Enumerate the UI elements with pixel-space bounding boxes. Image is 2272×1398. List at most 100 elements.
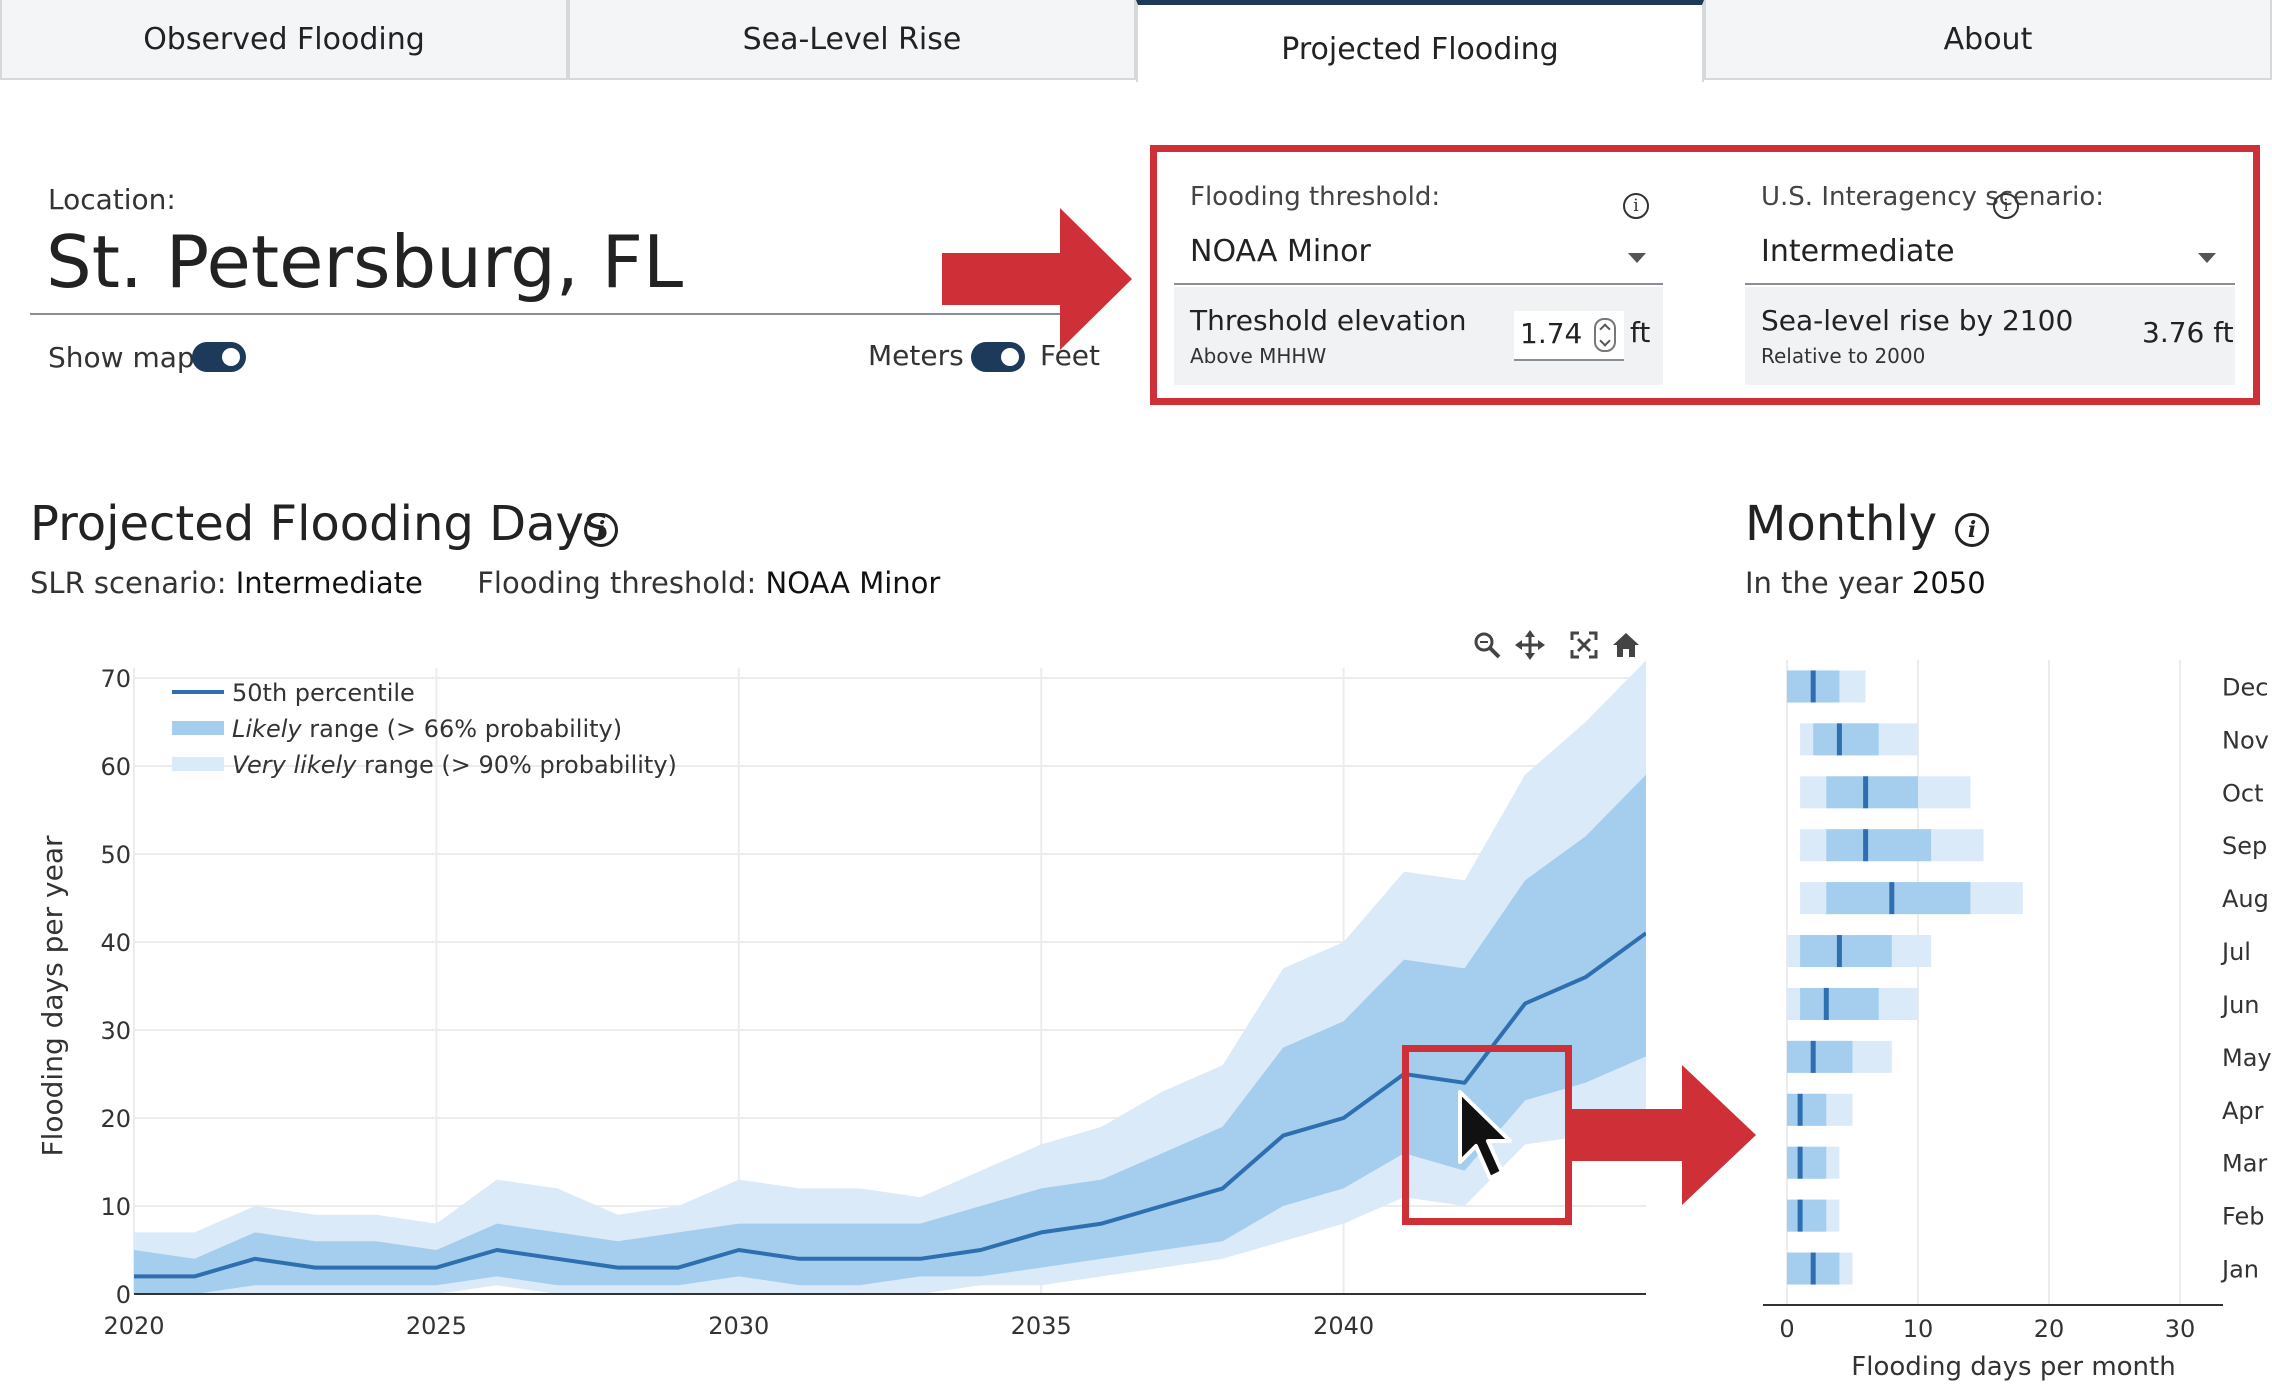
month-label: Jan	[2220, 1256, 2259, 1284]
threshold-info-icon[interactable]: i	[1623, 193, 1649, 219]
y-tick-label: 10	[100, 1193, 131, 1221]
slr-scenario-label: SLR scenario:	[30, 566, 227, 600]
x-tick-label: 2030	[708, 1312, 769, 1340]
threshold-elevation-subtitle: Above MHHW	[1190, 344, 1327, 368]
likely-bar	[1826, 829, 1932, 862]
x-tick-label: 30	[2165, 1315, 2196, 1343]
elevation-stepper-icon[interactable]	[1594, 318, 1616, 352]
hover-highlight-box	[1402, 1045, 1572, 1225]
location-input[interactable]: St. Petersburg, FL	[46, 220, 684, 304]
projected-info-icon[interactable]: i	[584, 513, 618, 547]
x-tick-label: 2025	[406, 1312, 467, 1340]
median-line	[134, 931, 1646, 1279]
x-tick-label: 2040	[1313, 1312, 1374, 1340]
tab-observed-flooding[interactable]: Observed Flooding	[0, 0, 568, 80]
x-tick-label: 2020	[103, 1312, 164, 1340]
scenario-select-underline	[1745, 283, 2235, 285]
scenario-select[interactable]: Intermediate	[1761, 234, 1955, 269]
likely-bar	[1787, 1199, 1827, 1232]
meters-label: Meters	[868, 339, 964, 372]
home-icon[interactable]	[1611, 630, 1641, 660]
pan-icon[interactable]	[1515, 630, 1545, 660]
y-tick-label: 60	[100, 753, 131, 781]
threshold-select-underline	[1174, 283, 1663, 285]
legend-label: Likely range (> 66% probability)	[232, 715, 622, 743]
projected-title: Projected Flooding Days	[30, 496, 609, 552]
y-tick-label: 20	[100, 1105, 131, 1133]
x-tick-label: 20	[2034, 1315, 2065, 1343]
likely-bar	[1813, 723, 1879, 756]
slr-title: Sea-level rise by 2100	[1761, 304, 2074, 337]
month-label: Dec	[2222, 673, 2268, 701]
autoscale-icon[interactable]	[1569, 630, 1599, 660]
y-tick-label: 30	[100, 1017, 131, 1045]
likely-bar	[1800, 987, 1879, 1020]
units-toggle[interactable]	[971, 342, 1025, 372]
monthly-title: Monthly	[1745, 496, 1938, 552]
tab-projected-flooding[interactable]: Projected Flooding	[1136, 0, 1704, 82]
legend-swatch	[172, 757, 224, 771]
monthly-subtitle: In the year 2050	[1745, 566, 1986, 600]
x-axis-label: Flooding days per month	[1851, 1352, 2175, 1382]
elevation-unit: ft	[1630, 316, 1651, 349]
threshold-chevron-down-icon[interactable]	[1628, 253, 1646, 263]
legend-label: 50th percentile	[232, 679, 415, 707]
monthly-flooding-chart[interactable]: 0 10 20 30 Jan Feb Mar Apr May Jun Jul Aug Sep Oct Nov…	[1740, 640, 2272, 1390]
threshold-label: Flooding threshold:	[1190, 182, 1441, 212]
flooding-threshold-value: NOAA Minor	[765, 566, 941, 600]
annotation-arrow-right	[942, 208, 1132, 350]
scenario-info-icon[interactable]: i	[1993, 193, 2019, 219]
slr-subtitle: Relative to 2000	[1761, 344, 1926, 368]
zoom-icon[interactable]	[1472, 630, 1502, 660]
show-map-toggle[interactable]	[192, 342, 246, 372]
x-tick-label: 2035	[1011, 1312, 1072, 1340]
likely-bar	[1826, 776, 1918, 809]
month-label: Mar	[2222, 1150, 2267, 1178]
projected-subtitle: SLR scenario: Intermediate Flooding thre…	[30, 566, 940, 600]
slr-scenario-value: Intermediate	[235, 566, 423, 600]
month-label: May	[2222, 1044, 2272, 1072]
slr-panel	[1745, 287, 2235, 385]
x-tick-label: 10	[1903, 1315, 1934, 1343]
y-axis-label: Flooding days per year	[36, 835, 69, 1156]
monthly-info-icon[interactable]: i	[1955, 513, 1989, 547]
settings-highlight-box	[1150, 145, 2260, 405]
feet-label: Feet	[1040, 339, 1101, 372]
location-label: Location:	[48, 183, 176, 216]
show-map-label: Show map	[48, 341, 195, 374]
likely-bar	[1826, 882, 1971, 915]
month-label: Feb	[2222, 1203, 2265, 1231]
threshold-select[interactable]: NOAA Minor	[1190, 234, 1371, 269]
likely-bar	[1787, 1040, 1853, 1073]
month-label: Sep	[2222, 832, 2267, 860]
threshold-elevation-title: Threshold elevation	[1190, 304, 1467, 337]
legend-label: Very likely range (> 90% probability)	[232, 751, 677, 779]
annotation-arrow-to-monthly	[1572, 1065, 1756, 1205]
month-label: Aug	[2222, 885, 2269, 913]
month-label: Nov	[2222, 726, 2269, 754]
likely-bar	[1800, 935, 1892, 968]
monthly-year-value: 2050	[1911, 566, 1986, 600]
month-label: Apr	[2222, 1097, 2264, 1125]
legend-swatch	[172, 721, 224, 735]
scenario-label: U.S. Interagency scenario:	[1761, 182, 2105, 212]
y-tick-label: 40	[100, 929, 131, 957]
location-underline	[30, 313, 1095, 315]
x-tick-label: 0	[1779, 1315, 1794, 1343]
likely-bar	[1787, 1093, 1827, 1126]
y-tick-label: 0	[116, 1281, 131, 1309]
likely-band	[134, 774, 1646, 1294]
flooding-threshold-label: Flooding threshold:	[477, 566, 757, 600]
projected-flooding-chart[interactable]: 2020 2025 2030 2035 2040010203040506070Flood…	[0, 640, 1660, 1380]
scenario-chevron-down-icon[interactable]	[2198, 253, 2216, 263]
y-tick-label: 70	[100, 665, 131, 693]
likely-bar	[1787, 1146, 1827, 1179]
tab-bar: Observed Flooding Sea-Level Rise Project…	[0, 0, 2272, 82]
month-label: Oct	[2222, 779, 2264, 807]
y-tick-label: 50	[100, 841, 131, 869]
tab-about[interactable]: About	[1704, 0, 2272, 80]
tab-sea-level-rise[interactable]: Sea-Level Rise	[568, 0, 1136, 80]
slr-value: 3.76 ft	[2142, 316, 2234, 349]
month-label: Jun	[2220, 991, 2260, 1019]
month-label: Jul	[2220, 938, 2251, 966]
